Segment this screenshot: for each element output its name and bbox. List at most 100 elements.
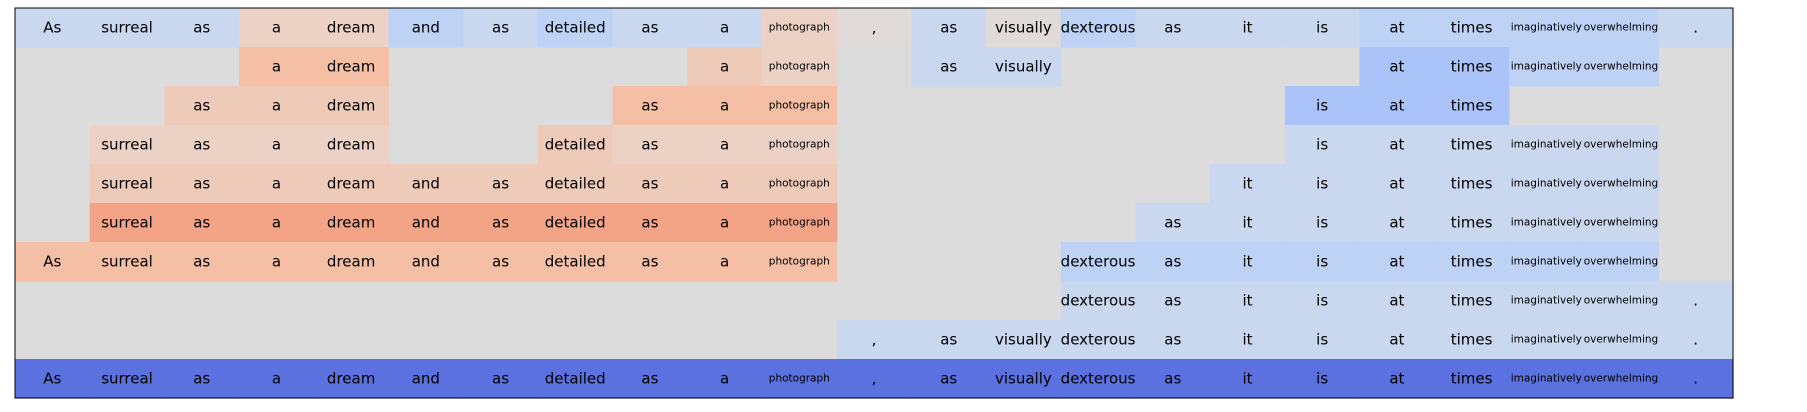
token-label: as <box>193 136 210 154</box>
token-label: As <box>43 19 61 37</box>
heatmap-cell <box>239 125 315 165</box>
token-label: times <box>1451 19 1493 37</box>
heatmap-cell <box>687 242 763 282</box>
heatmap-cell <box>1508 242 1585 282</box>
heatmap-cell <box>164 125 240 165</box>
heatmap-cell <box>1135 203 1211 243</box>
token-label: overwhelming <box>1584 139 1659 151</box>
heatmap-cell <box>1508 203 1585 243</box>
heatmap-cell <box>1658 8 1734 48</box>
heatmap-cell <box>1583 203 1659 243</box>
token-label: is <box>1316 253 1328 271</box>
heatmap-cell <box>986 320 1062 360</box>
heatmap-cell <box>1508 320 1585 360</box>
token-label: times <box>1451 331 1493 349</box>
token-label: overwhelming <box>1584 334 1659 346</box>
token-label: , <box>872 331 877 349</box>
token-label: surreal <box>101 136 153 154</box>
heatmap-cell <box>313 203 390 243</box>
heatmap-cell <box>1284 86 1361 126</box>
token-label: As <box>43 370 61 388</box>
token-label: dexterous <box>1061 331 1136 349</box>
heatmap-cell <box>1060 8 1137 48</box>
heatmap-cell <box>1359 203 1435 243</box>
token-label: and <box>412 214 440 232</box>
token-label: a <box>720 214 729 232</box>
token-label: as <box>1164 253 1181 271</box>
token-label: at <box>1389 370 1404 388</box>
token-label: times <box>1451 97 1493 115</box>
token-label: as <box>641 253 658 271</box>
token-label: dexterous <box>1061 292 1136 310</box>
heatmap-cell <box>1434 164 1510 204</box>
token-label: . <box>1693 370 1698 388</box>
heatmap-cell <box>1658 359 1734 399</box>
heatmap-cell <box>1210 320 1286 360</box>
token-label: photograph <box>769 373 830 385</box>
token-label: and <box>412 370 440 388</box>
heatmap-cell <box>1210 281 1286 321</box>
token-label: detailed <box>545 253 606 271</box>
token-label: it <box>1242 19 1252 37</box>
heatmap-cell <box>1210 203 1286 243</box>
token-label: surreal <box>101 253 153 271</box>
heatmap-cell <box>761 86 838 126</box>
token-label: times <box>1451 370 1493 388</box>
token-label: photograph <box>769 100 830 112</box>
heatmap-cell <box>1359 47 1435 87</box>
heatmap-cell <box>537 359 614 399</box>
token-label: at <box>1389 331 1404 349</box>
heatmap-cell <box>89 203 165 243</box>
token-label: detailed <box>545 370 606 388</box>
token-label: it <box>1242 214 1252 232</box>
heatmap-cell <box>911 8 987 48</box>
heatmap-cell <box>1359 8 1435 48</box>
heatmap-cell <box>1135 320 1211 360</box>
heatmap-cell <box>1583 164 1659 204</box>
token-label: as <box>193 19 210 37</box>
token-label: is <box>1316 331 1328 349</box>
token-label: as <box>940 19 957 37</box>
token-label: times <box>1451 253 1493 271</box>
token-label: overwhelming <box>1584 217 1659 229</box>
token-label: is <box>1316 136 1328 154</box>
token-label: is <box>1316 97 1328 115</box>
token-label: dream <box>327 370 375 388</box>
heatmap-cell <box>1060 320 1137 360</box>
token-label: at <box>1389 175 1404 193</box>
heatmap-cell <box>1583 281 1659 321</box>
heatmap-cell <box>164 164 240 204</box>
token-label: . <box>1693 292 1698 310</box>
token-label: as <box>492 175 509 193</box>
token-label: times <box>1451 214 1493 232</box>
token-label: photograph <box>769 22 830 34</box>
heatmap-cell <box>463 164 539 204</box>
token-label: overwhelming <box>1584 61 1659 73</box>
token-label: detailed <box>545 214 606 232</box>
token-label: imaginatively <box>1511 178 1582 190</box>
heatmap-cell <box>761 8 838 48</box>
heatmap-cell <box>15 242 91 282</box>
heatmap-cell <box>313 125 390 165</box>
heatmap-cell <box>89 242 165 282</box>
heatmap-cell <box>687 47 763 87</box>
token-label: dexterous <box>1061 253 1136 271</box>
heatmap-cell <box>1359 242 1435 282</box>
token-label: a <box>720 97 729 115</box>
token-label: as <box>940 58 957 76</box>
token-label: detailed <box>545 136 606 154</box>
heatmap-cell <box>463 359 539 399</box>
token-label: it <box>1242 370 1252 388</box>
heatmap-cell <box>164 242 240 282</box>
heatmap-cell <box>388 164 464 204</box>
token-label: photograph <box>769 178 830 190</box>
token-label: a <box>720 136 729 154</box>
token-label: imaginatively <box>1511 22 1582 34</box>
heatmap-cell <box>761 125 838 165</box>
heatmap-cell <box>761 164 838 204</box>
heatmap-cell <box>537 242 614 282</box>
token-label: overwhelming <box>1584 373 1659 385</box>
token-label: times <box>1451 136 1493 154</box>
heatmap-cell <box>1210 8 1286 48</box>
heatmap-cell <box>164 8 240 48</box>
